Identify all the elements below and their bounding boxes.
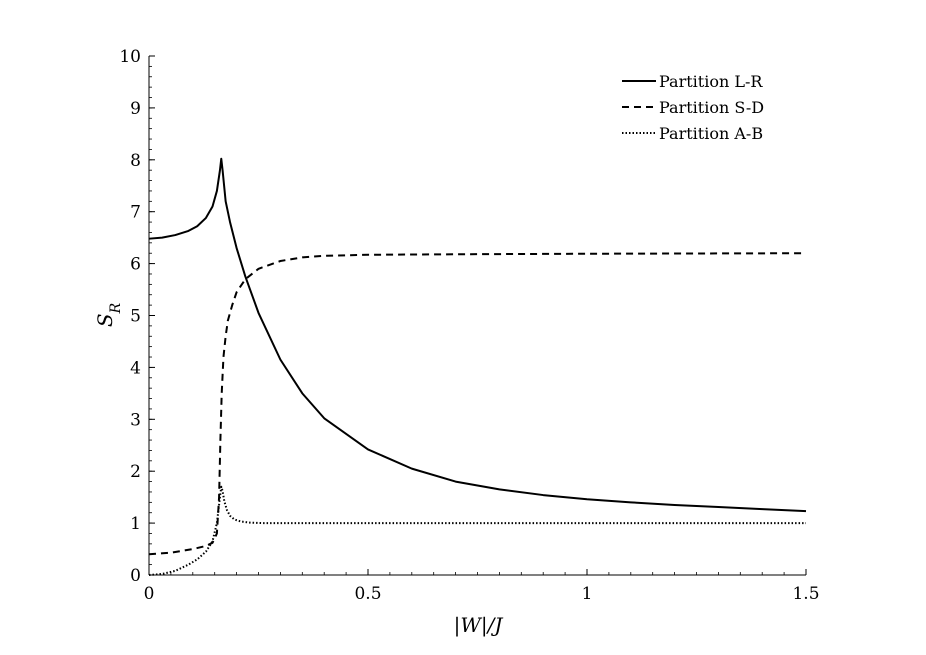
- y-tick-label: 5: [130, 307, 141, 327]
- y-tick-label: 8: [130, 151, 141, 171]
- x-tick-label: 1: [582, 584, 593, 604]
- y-tick-label: 4: [130, 358, 141, 378]
- series-line-partition-a-b: [148, 485, 806, 576]
- series-line-partition-s-d: [148, 252, 807, 556]
- y-tick-label: 2: [130, 462, 141, 482]
- series-line-partition-l-r: [148, 157, 807, 513]
- ticks: 0 1 2 3 4 5 6 7 8 9 10 0 0.5 1 1.5: [119, 47, 819, 604]
- x-tick-label: 1.5: [792, 584, 819, 604]
- y-tick-label: 9: [130, 99, 141, 119]
- x-tick-label: 0.5: [354, 584, 381, 604]
- legend-label: Partition L-R: [659, 72, 763, 91]
- y-tick-label: 3: [130, 410, 141, 430]
- y-tick-label: 0: [130, 566, 141, 586]
- series-lines: [148, 157, 807, 576]
- legend-label: Partition S-D: [659, 98, 764, 117]
- legend-label: Partition A-B: [659, 124, 763, 143]
- y-tick-label: 6: [130, 255, 141, 275]
- legend: Partition L-R Partition S-D Partition A-B: [622, 72, 764, 143]
- y-tick-label: 10: [119, 47, 141, 67]
- y-tick-label: 7: [130, 203, 141, 223]
- y-axis-label: SR: [93, 302, 124, 327]
- x-axis-label: |W|/J: [454, 613, 504, 638]
- y-tick-label: 1: [130, 514, 141, 534]
- x-tick-label: 0: [144, 584, 155, 604]
